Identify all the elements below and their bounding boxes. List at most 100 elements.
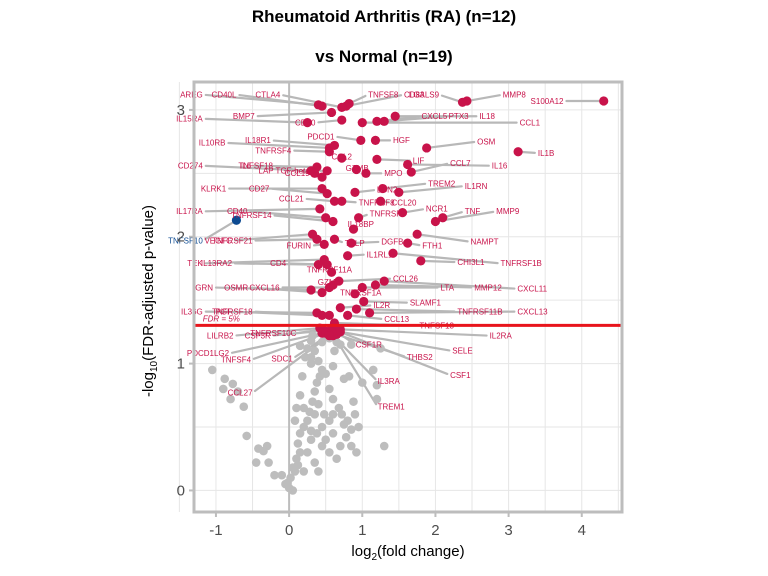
point-upregulated [306,285,316,295]
point-upregulated [354,213,364,223]
point-not-significant [325,384,334,394]
chart-title-line-2: vs Normal (n=19) [315,47,453,66]
gene-label: SDC1 [271,354,293,363]
gene-label: CD40L [212,90,237,99]
leader-line [391,252,499,265]
leader-line [204,207,321,213]
point-upregulated [359,296,369,307]
gene-label: IL1RN [465,182,488,191]
gene-label: IL18 [479,112,495,121]
point-not-significant [306,435,316,444]
gene-label: CD83 [404,90,425,99]
gene-label: TNFRSF18 [212,307,253,316]
leader-line [230,332,324,354]
point-upregulated [513,147,523,157]
gene-label: OSMR [224,283,248,292]
leader-line [410,162,449,174]
gene-label: MPO [384,169,402,178]
point-not-significant [220,374,230,384]
grid-layer [178,82,622,512]
gene-label: TNFRSF11A [307,266,353,275]
gene-label: TNFRSF1A [340,288,382,297]
point-upregulated [370,280,381,290]
gene-label: IL2RA [490,331,513,340]
leader-line [416,233,469,243]
point-upregulated [317,287,327,298]
gene-label: CD80 [295,118,316,127]
y-axis-label: -log10(FDR-adjusted p-value) [140,205,160,397]
point-upregulated [403,238,413,248]
gene-label: IL18R1 [245,136,271,145]
point-not-significant [341,432,351,442]
point-upregulated [310,168,320,178]
point-not-significant [308,331,317,340]
point-upregulated [329,234,340,244]
gene-label: GZMA [318,278,342,287]
point-upregulated [379,276,389,286]
point-not-significant [293,439,303,448]
gene-label: KLRK1 [201,184,227,193]
leader-line [374,283,473,289]
point-not-significant [226,394,235,404]
point-upregulated [328,216,338,227]
point-upregulated [375,196,386,206]
axes-layer: FDR = 5% -1 0 1 2 3 4 0 1 2 3 [177,80,624,539]
gene-label: IL13RA2 [201,259,233,268]
leader-line [406,163,490,167]
gene-label: IL10RB [199,139,226,148]
point-upregulated [406,167,416,177]
point-not-significant [376,344,385,353]
point-not-significant [299,403,309,413]
gene-label: NCR1 [426,205,448,214]
gene-label: PDCD1LG2 [187,349,230,358]
leader-line [254,238,319,242]
point-not-significant [292,454,301,464]
gene-label: LIF [413,156,425,165]
point-not-significant [357,378,367,387]
gene-label: TNFRSF4 [255,146,292,155]
point-upregulated [313,260,323,270]
gene-label: MMP8 [503,90,527,99]
y-tick-label: 2 [177,229,185,246]
leader-line [282,94,343,109]
y-axis-label-suffix: (FDR-adjusted p-value) [140,204,157,361]
point-upregulated [324,331,334,341]
point-upregulated [388,248,398,258]
gene-label: S100A12 [531,97,564,106]
point-not-significant [218,384,228,394]
gene-label: AREG [180,90,203,99]
point-upregulated [416,256,426,266]
gene-label: TNF [465,207,481,216]
point-upregulated [317,172,327,182]
leader-line [383,280,516,290]
point-not-significant [317,422,327,432]
gene-label: TNFRSF10C [250,329,296,338]
gene-label: NAMPT [471,238,499,247]
point-not-significant [379,441,389,451]
gene-label: TNFRSF1B [501,259,542,268]
point-not-significant [332,454,341,464]
point-upregulated [315,204,325,214]
gene-label: LILRB2 [207,331,234,340]
point-upregulated [326,267,337,277]
gene-label: TNFRSF21 [212,236,253,245]
point-upregulated [337,102,347,112]
point-not-significant [344,371,354,381]
point-not-significant [310,387,320,396]
point-not-significant [328,361,338,371]
point-upregulated [324,310,334,320]
point-not-significant [352,448,361,457]
point-not-significant [303,344,312,353]
gene-label: LAP TGF-beta-1 [259,167,318,176]
gene-label: PDCD1 [307,132,335,141]
gene-label: OSM [477,137,496,146]
point-not-significant [319,410,329,419]
gene-label: TNFRSF14 [231,211,272,220]
gene-label: TSLP [345,239,365,248]
point-upregulated [397,208,408,218]
point-not-significant [306,352,316,362]
y-axis-label-prefix: -log [140,372,157,398]
point-not-significant [343,416,352,425]
point-upregulated [329,140,340,151]
